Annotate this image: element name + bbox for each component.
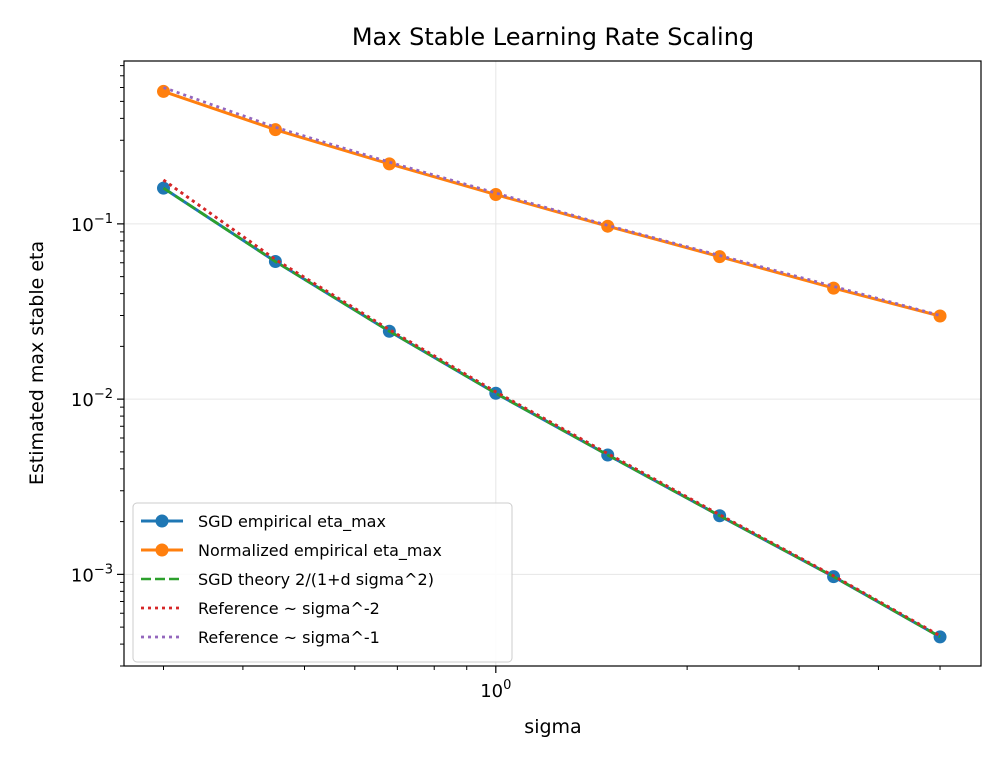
y-tick-label-0: 10−1 [71,212,113,236]
x-tick-label-0: 100 [480,678,511,702]
legend-label-sgd-theory-2-1-d-sigma-2: SGD theory 2/(1+d sigma^2) [198,570,434,589]
series-normalized-empirical-eta-max [156,84,947,323]
point-normalized-empirical-eta-max-3 [489,188,503,202]
legend-item-reference-sigma-1: Reference ~ sigma^-1 [141,628,380,647]
legend-label-reference-sigma-1: Reference ~ sigma^-1 [198,628,380,647]
point-sgd-empirical-eta-max-7 [933,630,947,644]
y-tick-label-1: 10−2 [71,387,113,411]
y-tick-label-2: 10−3 [71,562,113,586]
legend: SGD empirical eta_max Normalized empirica… [132,502,513,663]
point-normalized-empirical-eta-max-7 [933,309,947,323]
y-axis-label: Estimated max stable eta [26,241,48,485]
plot-frame [123,60,982,667]
point-normalized-empirical-eta-max-6 [827,281,841,295]
x-axis-label: sigma [524,716,581,738]
point-normalized-empirical-eta-max-2 [382,157,396,171]
axis-ticks: 100 10−1 10−2 10−3 [71,65,941,702]
point-normalized-empirical-eta-max-0 [156,84,170,98]
point-normalized-empirical-eta-max-4 [601,219,615,233]
legend-item-normalized-empirical-eta-max: Normalized empirical eta_max [141,541,442,561]
legend-item-sgd-empirical-eta-max: SGD empirical eta_max [141,512,386,532]
legend-label-reference-sigma-2: Reference ~ sigma^-2 [198,599,380,618]
legend-label-normalized-empirical-eta-max: Normalized empirical eta_max [198,541,442,561]
legend-box [132,502,513,663]
legend-item-reference-sigma-2: Reference ~ sigma^-2 [141,599,380,618]
legend-marker-sgd-empirical-eta-max [155,514,169,528]
series-line-overlay-sgd-theory-2-1-d-sigma-2 [162,187,941,638]
series-layer [156,84,947,644]
legend-marker-normalized-empirical-eta-max [155,543,169,557]
legend-label-sgd-empirical-eta-max: SGD empirical eta_max [198,512,386,532]
series-line-reference-sigma-1 [163,86,941,317]
legend-item-sgd-theory-2-1-d-sigma-2: SGD theory 2/(1+d sigma^2) [141,570,434,589]
point-sgd-empirical-eta-max-0 [156,181,170,195]
series-line-overlay-reference-sigma-2 [162,178,941,638]
point-normalized-empirical-eta-max-1 [268,123,282,137]
series-reference-sigma-1 [163,86,941,317]
chart-title: Max Stable Learning Rate Scaling [352,23,754,51]
